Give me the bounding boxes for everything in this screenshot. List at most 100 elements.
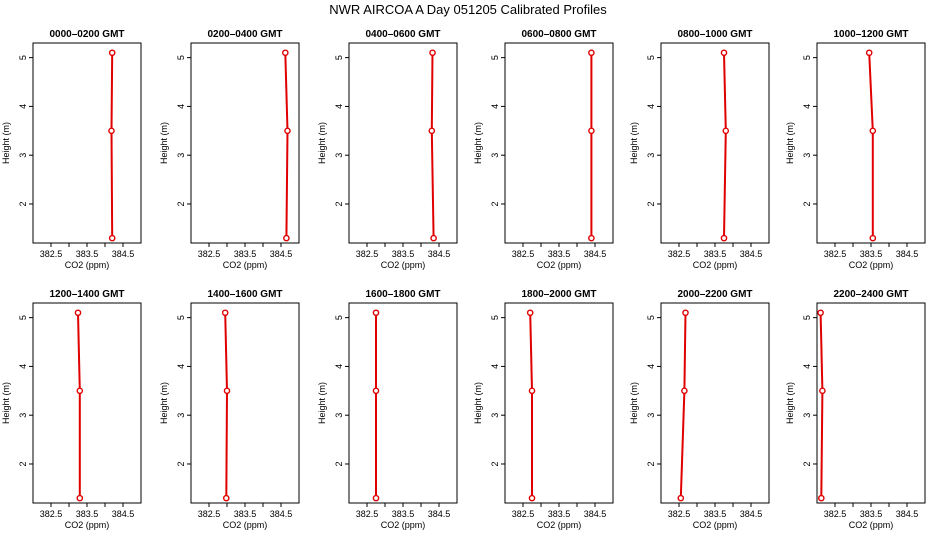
profile-point (588, 234, 595, 242)
plot-frame (660, 302, 770, 504)
x-axis-label: CO2 (ppm) (849, 260, 894, 270)
plot-frame (32, 302, 142, 504)
panel-7: 1400–1600 GMT 382.5 383.5 384.5 2 3 4 5 CO2 (ppm… (159, 289, 300, 530)
x-tick-label: 383.5 (860, 249, 883, 259)
panel-5: 1000–1200 GMT 382.5 383.5 384.5 2 3 4 5 CO2 (ppm… (785, 29, 926, 270)
panel-title: 1400–1600 GMT (207, 289, 282, 300)
profile-point (74, 309, 82, 317)
profile-point (282, 49, 289, 57)
profile-point (221, 309, 229, 317)
y-tick-label: 4 (18, 104, 28, 109)
profile-point (283, 234, 290, 242)
y-axis-label: Height (m) (629, 382, 639, 424)
x-tick-label: 384.5 (740, 509, 763, 519)
y-tick-label: 3 (646, 153, 656, 158)
y-tick-label: 2 (176, 461, 186, 466)
x-tick-label: 382.5 (356, 509, 379, 519)
profile-point (372, 309, 380, 317)
profile-point (76, 387, 84, 395)
y-tick-label: 3 (802, 153, 812, 158)
plot-frame (660, 42, 770, 244)
plot-frame (348, 42, 458, 244)
profile-point (526, 309, 534, 317)
y-tick-label: 2 (646, 201, 656, 206)
y-tick-label: 2 (176, 201, 186, 206)
profile-point (720, 234, 728, 242)
profile-point (428, 127, 436, 135)
x-tick-label: 382.5 (668, 509, 691, 519)
x-axis-label: CO2 (ppm) (381, 260, 426, 270)
x-tick-label: 383.5 (392, 249, 415, 259)
y-tick-label: 5 (18, 55, 28, 60)
profile-line (819, 312, 824, 499)
profile-line (77, 312, 81, 499)
panel-3: 0600–0800 GMT 382.5 383.5 384.5 2 3 4 5 CO2 (ppm… (473, 29, 614, 270)
y-tick-label: 2 (802, 201, 812, 206)
x-tick-label: 383.5 (234, 509, 257, 519)
x-tick-label: 382.5 (824, 509, 847, 519)
panel-title: 1600–1800 GMT (365, 289, 440, 300)
y-tick-label: 5 (490, 55, 500, 60)
panel-2: 0400–0600 GMT 382.5 383.5 384.5 2 3 4 5 CO2 (ppm… (317, 29, 458, 270)
profile-line (529, 312, 533, 499)
x-tick-label: 383.5 (548, 249, 571, 259)
profile-point (819, 387, 826, 395)
plot-frame (504, 302, 614, 504)
panel-title: 0400–0600 GMT (365, 29, 440, 40)
x-tick-label: 384.5 (270, 509, 293, 519)
panel-4: 0800–1000 GMT 382.5 383.5 384.5 2 3 4 5 CO2 (ppm… (629, 29, 770, 270)
panel-title: 0600–0800 GMT (521, 29, 596, 40)
x-tick-label: 383.5 (704, 509, 727, 519)
profile-point (372, 387, 380, 395)
y-axis-label: Height (m) (629, 122, 639, 164)
panel-6: 1200–1400 GMT 382.5 383.5 384.5 2 3 4 5 CO2 (ppm… (1, 289, 142, 530)
panel-1: 0200–0400 GMT 382.5 383.5 384.5 2 3 4 5 CO2 (ppm… (159, 29, 300, 270)
profile-line (430, 52, 435, 239)
y-tick-label: 5 (176, 55, 186, 60)
y-tick-label: 3 (490, 413, 500, 418)
profile-point (722, 127, 730, 135)
x-tick-label: 383.5 (392, 509, 415, 519)
panel-8: 1600–1800 GMT 382.5 383.5 384.5 2 3 4 5 CO2 (ppm… (317, 289, 458, 530)
y-tick-label: 3 (176, 153, 186, 158)
profile-point (682, 309, 689, 317)
profile-point (76, 494, 84, 502)
profile-point (528, 494, 536, 502)
x-tick-label: 382.5 (512, 509, 535, 519)
y-tick-label: 2 (490, 461, 500, 466)
x-tick-label: 383.5 (234, 249, 257, 259)
plot-frame (504, 42, 614, 244)
x-axis-label: CO2 (ppm) (65, 260, 110, 270)
x-tick-label: 382.5 (668, 249, 691, 259)
plot-frame (190, 302, 300, 504)
plot-frame (32, 42, 142, 244)
y-tick-label: 2 (490, 201, 500, 206)
y-tick-label: 5 (802, 55, 812, 60)
panel-0: 0000–0200 GMT 382.5 383.5 384.5 2 3 4 5 CO2 (ppm… (1, 29, 142, 270)
profile-line (723, 52, 727, 239)
x-axis-label: CO2 (ppm) (223, 520, 268, 530)
x-axis-label: CO2 (ppm) (537, 520, 582, 530)
panel-title: 1200–1400 GMT (49, 289, 124, 300)
profile-line (284, 52, 289, 239)
y-tick-label: 2 (18, 461, 28, 466)
profile-point (865, 49, 873, 57)
x-tick-label: 383.5 (548, 509, 571, 519)
y-tick-label: 4 (646, 364, 656, 369)
x-tick-label: 384.5 (584, 249, 607, 259)
panel-title: 1800–2000 GMT (521, 289, 596, 300)
y-tick-label: 3 (490, 153, 500, 158)
x-tick-label: 384.5 (740, 249, 763, 259)
y-tick-label: 3 (646, 413, 656, 418)
y-tick-label: 5 (802, 315, 812, 320)
y-axis-label: Height (m) (473, 382, 483, 424)
x-tick-label: 384.5 (270, 249, 293, 259)
profile-point (223, 387, 231, 395)
y-axis-label: Height (m) (159, 122, 169, 164)
profile-point (284, 127, 291, 135)
x-tick-label: 383.5 (76, 249, 99, 259)
y-axis-label: Height (m) (785, 122, 795, 164)
y-tick-label: 2 (802, 461, 812, 466)
y-axis-label: Height (m) (785, 382, 795, 424)
